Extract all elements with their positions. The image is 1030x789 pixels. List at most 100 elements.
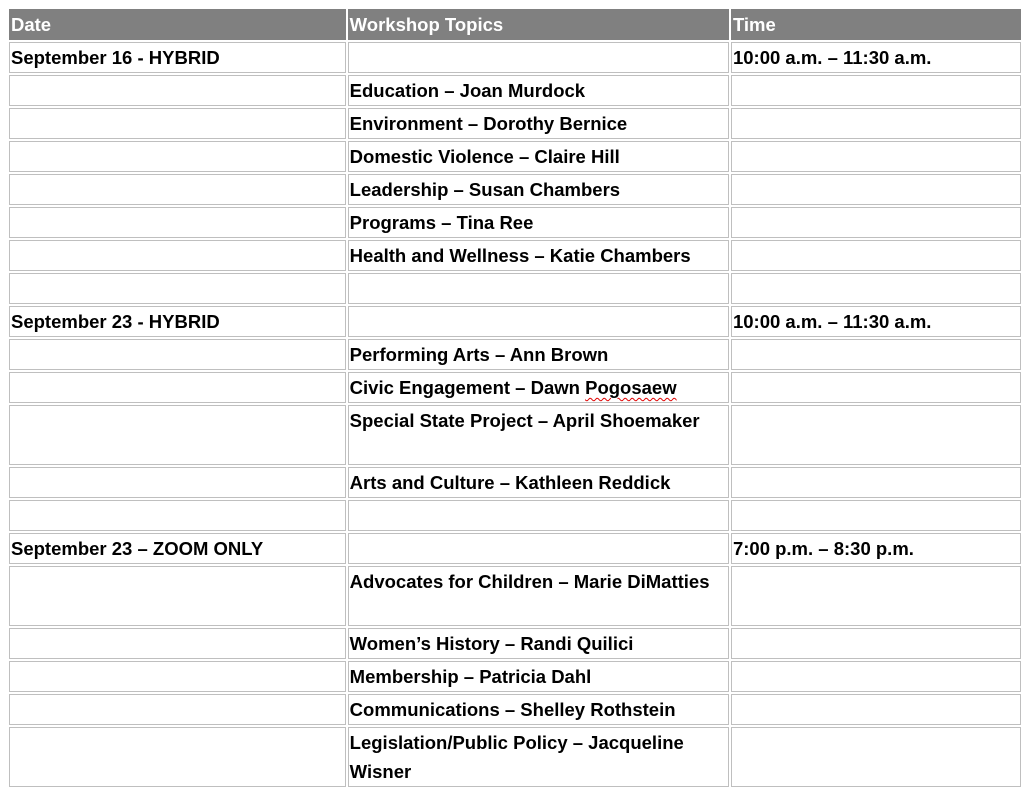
cell-topic[interactable]: [347, 306, 729, 337]
cell-time[interactable]: [730, 273, 1021, 304]
header-date: Date: [9, 9, 346, 40]
cell-topic[interactable]: Arts and Culture – Kathleen Reddick: [347, 467, 729, 498]
cell-time[interactable]: [730, 405, 1021, 465]
table-row: Advocates for Children – Marie DiMatties: [9, 566, 1021, 626]
table-row: Civic Engagement – Dawn Pogosaew: [9, 372, 1021, 403]
header-time: Time: [730, 9, 1021, 40]
cell-date[interactable]: [9, 141, 346, 172]
cell-topic[interactable]: Programs – Tina Ree: [347, 207, 729, 238]
cell-date[interactable]: September 23 - HYBRID: [9, 306, 346, 337]
topic-text: Arts and Culture – Kathleen Reddick: [349, 472, 671, 493]
table-row: Special State Project – April Shoemaker: [9, 405, 1021, 465]
cell-time[interactable]: [730, 661, 1021, 692]
cell-topic[interactable]: Membership – Patricia Dahl: [347, 661, 729, 692]
cell-time[interactable]: [730, 372, 1021, 403]
cell-date[interactable]: [9, 694, 346, 725]
topic-text: Membership – Patricia Dahl: [349, 666, 592, 687]
table-row: Legislation/Public Policy – Jacqueline W…: [9, 727, 1021, 787]
cell-time[interactable]: [730, 467, 1021, 498]
cell-time[interactable]: [730, 500, 1021, 531]
date-text: September 23 – ZOOM ONLY: [11, 538, 264, 559]
table-row: [9, 500, 1021, 531]
cell-topic[interactable]: Leadership – Susan Chambers: [347, 174, 729, 205]
table-row: Environment – Dorothy Bernice: [9, 108, 1021, 139]
cell-date[interactable]: [9, 273, 346, 304]
workshop-schedule-table: Date Workshop Topics Time September 16 -…: [7, 7, 1023, 789]
cell-time[interactable]: [730, 174, 1021, 205]
cell-topic[interactable]: [347, 500, 729, 531]
cell-date[interactable]: [9, 500, 346, 531]
time-text: 10:00 a.m. – 11:30 a.m.: [732, 311, 932, 332]
cell-date[interactable]: September 23 – ZOOM ONLY: [9, 533, 346, 564]
table-row: Domestic Violence – Claire Hill: [9, 141, 1021, 172]
topic-text: Legislation/Public Policy – Jacqueline W…: [349, 732, 684, 782]
cell-date[interactable]: [9, 207, 346, 238]
table-row: Education – Joan Murdock: [9, 75, 1021, 106]
cell-topic[interactable]: Health and Wellness – Katie Chambers: [347, 240, 729, 271]
cell-date[interactable]: [9, 661, 346, 692]
topic-text: Communications – Shelley Rothstein: [349, 699, 676, 720]
cell-time[interactable]: [730, 207, 1021, 238]
cell-time[interactable]: [730, 694, 1021, 725]
cell-topic[interactable]: [347, 273, 729, 304]
table-row: September 16 - HYBRID 10:00 a.m. – 11:30 …: [9, 42, 1021, 73]
date-text: September 16 - HYBRID: [11, 47, 220, 68]
table-row: Programs – Tina Ree: [9, 207, 1021, 238]
header-row: Date Workshop Topics Time: [9, 9, 1021, 40]
cell-topic[interactable]: Civic Engagement – Dawn Pogosaew: [347, 372, 729, 403]
cell-time[interactable]: [730, 628, 1021, 659]
cell-date[interactable]: [9, 405, 346, 465]
cell-time[interactable]: [730, 75, 1021, 106]
cell-date[interactable]: [9, 467, 346, 498]
table-row: Membership – Patricia Dahl: [9, 661, 1021, 692]
topic-text: Advocates for Children – Marie DiMatties: [349, 571, 710, 592]
cell-date[interactable]: [9, 174, 346, 205]
topic-text: Performing Arts – Ann Brown: [349, 344, 609, 365]
table-row: Communications – Shelley Rothstein: [9, 694, 1021, 725]
cell-topic[interactable]: Legislation/Public Policy – Jacqueline W…: [347, 727, 729, 787]
cell-date[interactable]: September 16 - HYBRID: [9, 42, 346, 73]
table-row: Women’s History – Randi Quilici: [9, 628, 1021, 659]
cell-date[interactable]: [9, 628, 346, 659]
time-text: 7:00 p.m. – 8:30 p.m.: [732, 538, 914, 559]
cell-date[interactable]: [9, 566, 346, 626]
spellcheck-flagged-word[interactable]: Pogosaew: [585, 377, 677, 398]
cell-time[interactable]: 7:00 p.m. – 8:30 p.m.: [730, 533, 1021, 564]
cell-time[interactable]: 10:00 a.m. – 11:30 a.m.: [730, 42, 1021, 73]
cell-date[interactable]: [9, 240, 346, 271]
cell-topic[interactable]: Communications – Shelley Rothstein: [347, 694, 729, 725]
topic-text: Programs – Tina Ree: [349, 212, 534, 233]
cell-topic[interactable]: Special State Project – April Shoemaker: [347, 405, 729, 465]
cell-topic[interactable]: Environment – Dorothy Bernice: [347, 108, 729, 139]
date-text: September 23 - HYBRID: [11, 311, 220, 332]
cell-topic[interactable]: Advocates for Children – Marie DiMatties: [347, 566, 729, 626]
time-text: 10:00 a.m. – 11:30 a.m.: [732, 47, 932, 68]
cell-topic[interactable]: Performing Arts – Ann Brown: [347, 339, 729, 370]
cell-time[interactable]: [730, 240, 1021, 271]
cell-time[interactable]: [730, 339, 1021, 370]
cell-date[interactable]: [9, 108, 346, 139]
cell-topic[interactable]: [347, 533, 729, 564]
topic-text: Health and Wellness – Katie Chambers: [349, 245, 691, 266]
cell-topic[interactable]: [347, 42, 729, 73]
cell-time[interactable]: 10:00 a.m. – 11:30 a.m.: [730, 306, 1021, 337]
table-row: Leadership – Susan Chambers: [9, 174, 1021, 205]
cell-time[interactable]: [730, 141, 1021, 172]
cell-topic[interactable]: Education – Joan Murdock: [347, 75, 729, 106]
topic-text: Civic Engagement – Dawn: [349, 377, 586, 398]
topic-text: Domestic Violence – Claire Hill: [349, 146, 620, 167]
header-topics: Workshop Topics: [347, 9, 729, 40]
cell-date[interactable]: [9, 339, 346, 370]
cell-date[interactable]: [9, 75, 346, 106]
topic-text: Leadership – Susan Chambers: [349, 179, 621, 200]
table-row: September 23 - HYBRID 10:00 a.m. – 11:30 …: [9, 306, 1021, 337]
cell-topic[interactable]: Women’s History – Randi Quilici: [347, 628, 729, 659]
cell-time[interactable]: [730, 566, 1021, 626]
cell-time[interactable]: [730, 108, 1021, 139]
cell-time[interactable]: [730, 727, 1021, 787]
cell-date[interactable]: [9, 372, 346, 403]
table-row: Arts and Culture – Kathleen Reddick: [9, 467, 1021, 498]
cell-date[interactable]: [9, 727, 346, 787]
topic-text: Women’s History – Randi Quilici: [349, 633, 634, 654]
cell-topic[interactable]: Domestic Violence – Claire Hill: [347, 141, 729, 172]
